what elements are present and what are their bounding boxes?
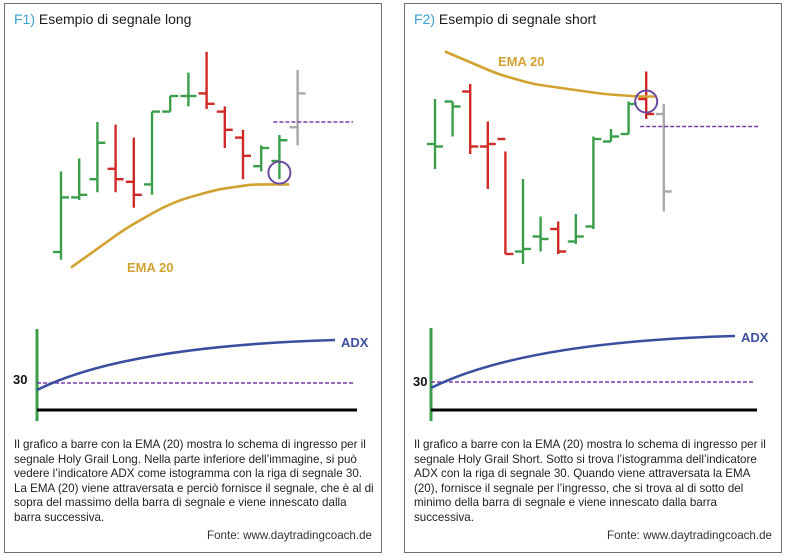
adx-line xyxy=(430,334,736,390)
ema-line xyxy=(444,50,657,98)
chart-panel-long: F1) Esempio di segnale long EMA 20 30 ADX … xyxy=(4,3,382,553)
ema-label: EMA 20 xyxy=(498,54,544,69)
source-credit: Fonte: www.daytradingcoach.de xyxy=(207,529,372,542)
price-chart-short: EMA 20 30 ADX xyxy=(413,50,769,421)
figure-title: Esempio di segnale long xyxy=(38,11,192,27)
signal-circle xyxy=(267,160,292,185)
caption-text: Il grafico a barre con la EMA (20) mostr… xyxy=(14,438,374,524)
figure-title: Esempio di segnale short xyxy=(438,11,597,27)
adx-level-label: 30 xyxy=(13,372,27,387)
adx-line xyxy=(36,338,336,392)
figure-caption: Il grafico a barre con la EMA (20) mostr… xyxy=(414,438,776,526)
caption-text: Il grafico a barre con la EMA (20) mostr… xyxy=(414,438,766,524)
source-credit: Fonte: www.daytradingcoach.de xyxy=(607,529,772,542)
chart-panel-short: F2) Esempio di segnale short EMA 20 30 ADX… xyxy=(404,3,782,553)
figure-tag: F1) xyxy=(14,11,35,27)
adx-level-label: 30 xyxy=(413,374,427,389)
ema-label: EMA 20 xyxy=(127,260,173,275)
adx-label: ADX xyxy=(741,330,769,345)
signal-circle xyxy=(634,89,659,114)
panel-title: F1) Esempio di segnale long xyxy=(14,11,191,27)
panel-title: F2) Esempio di segnale short xyxy=(414,11,596,27)
figure-caption: Il grafico a barre con la EMA (20) mostr… xyxy=(14,438,376,526)
price-chart-long: EMA 20 30 ADX xyxy=(13,51,369,421)
ema-line xyxy=(70,183,290,269)
adx-label: ADX xyxy=(341,335,369,350)
figure-tag: F2) xyxy=(414,11,435,27)
